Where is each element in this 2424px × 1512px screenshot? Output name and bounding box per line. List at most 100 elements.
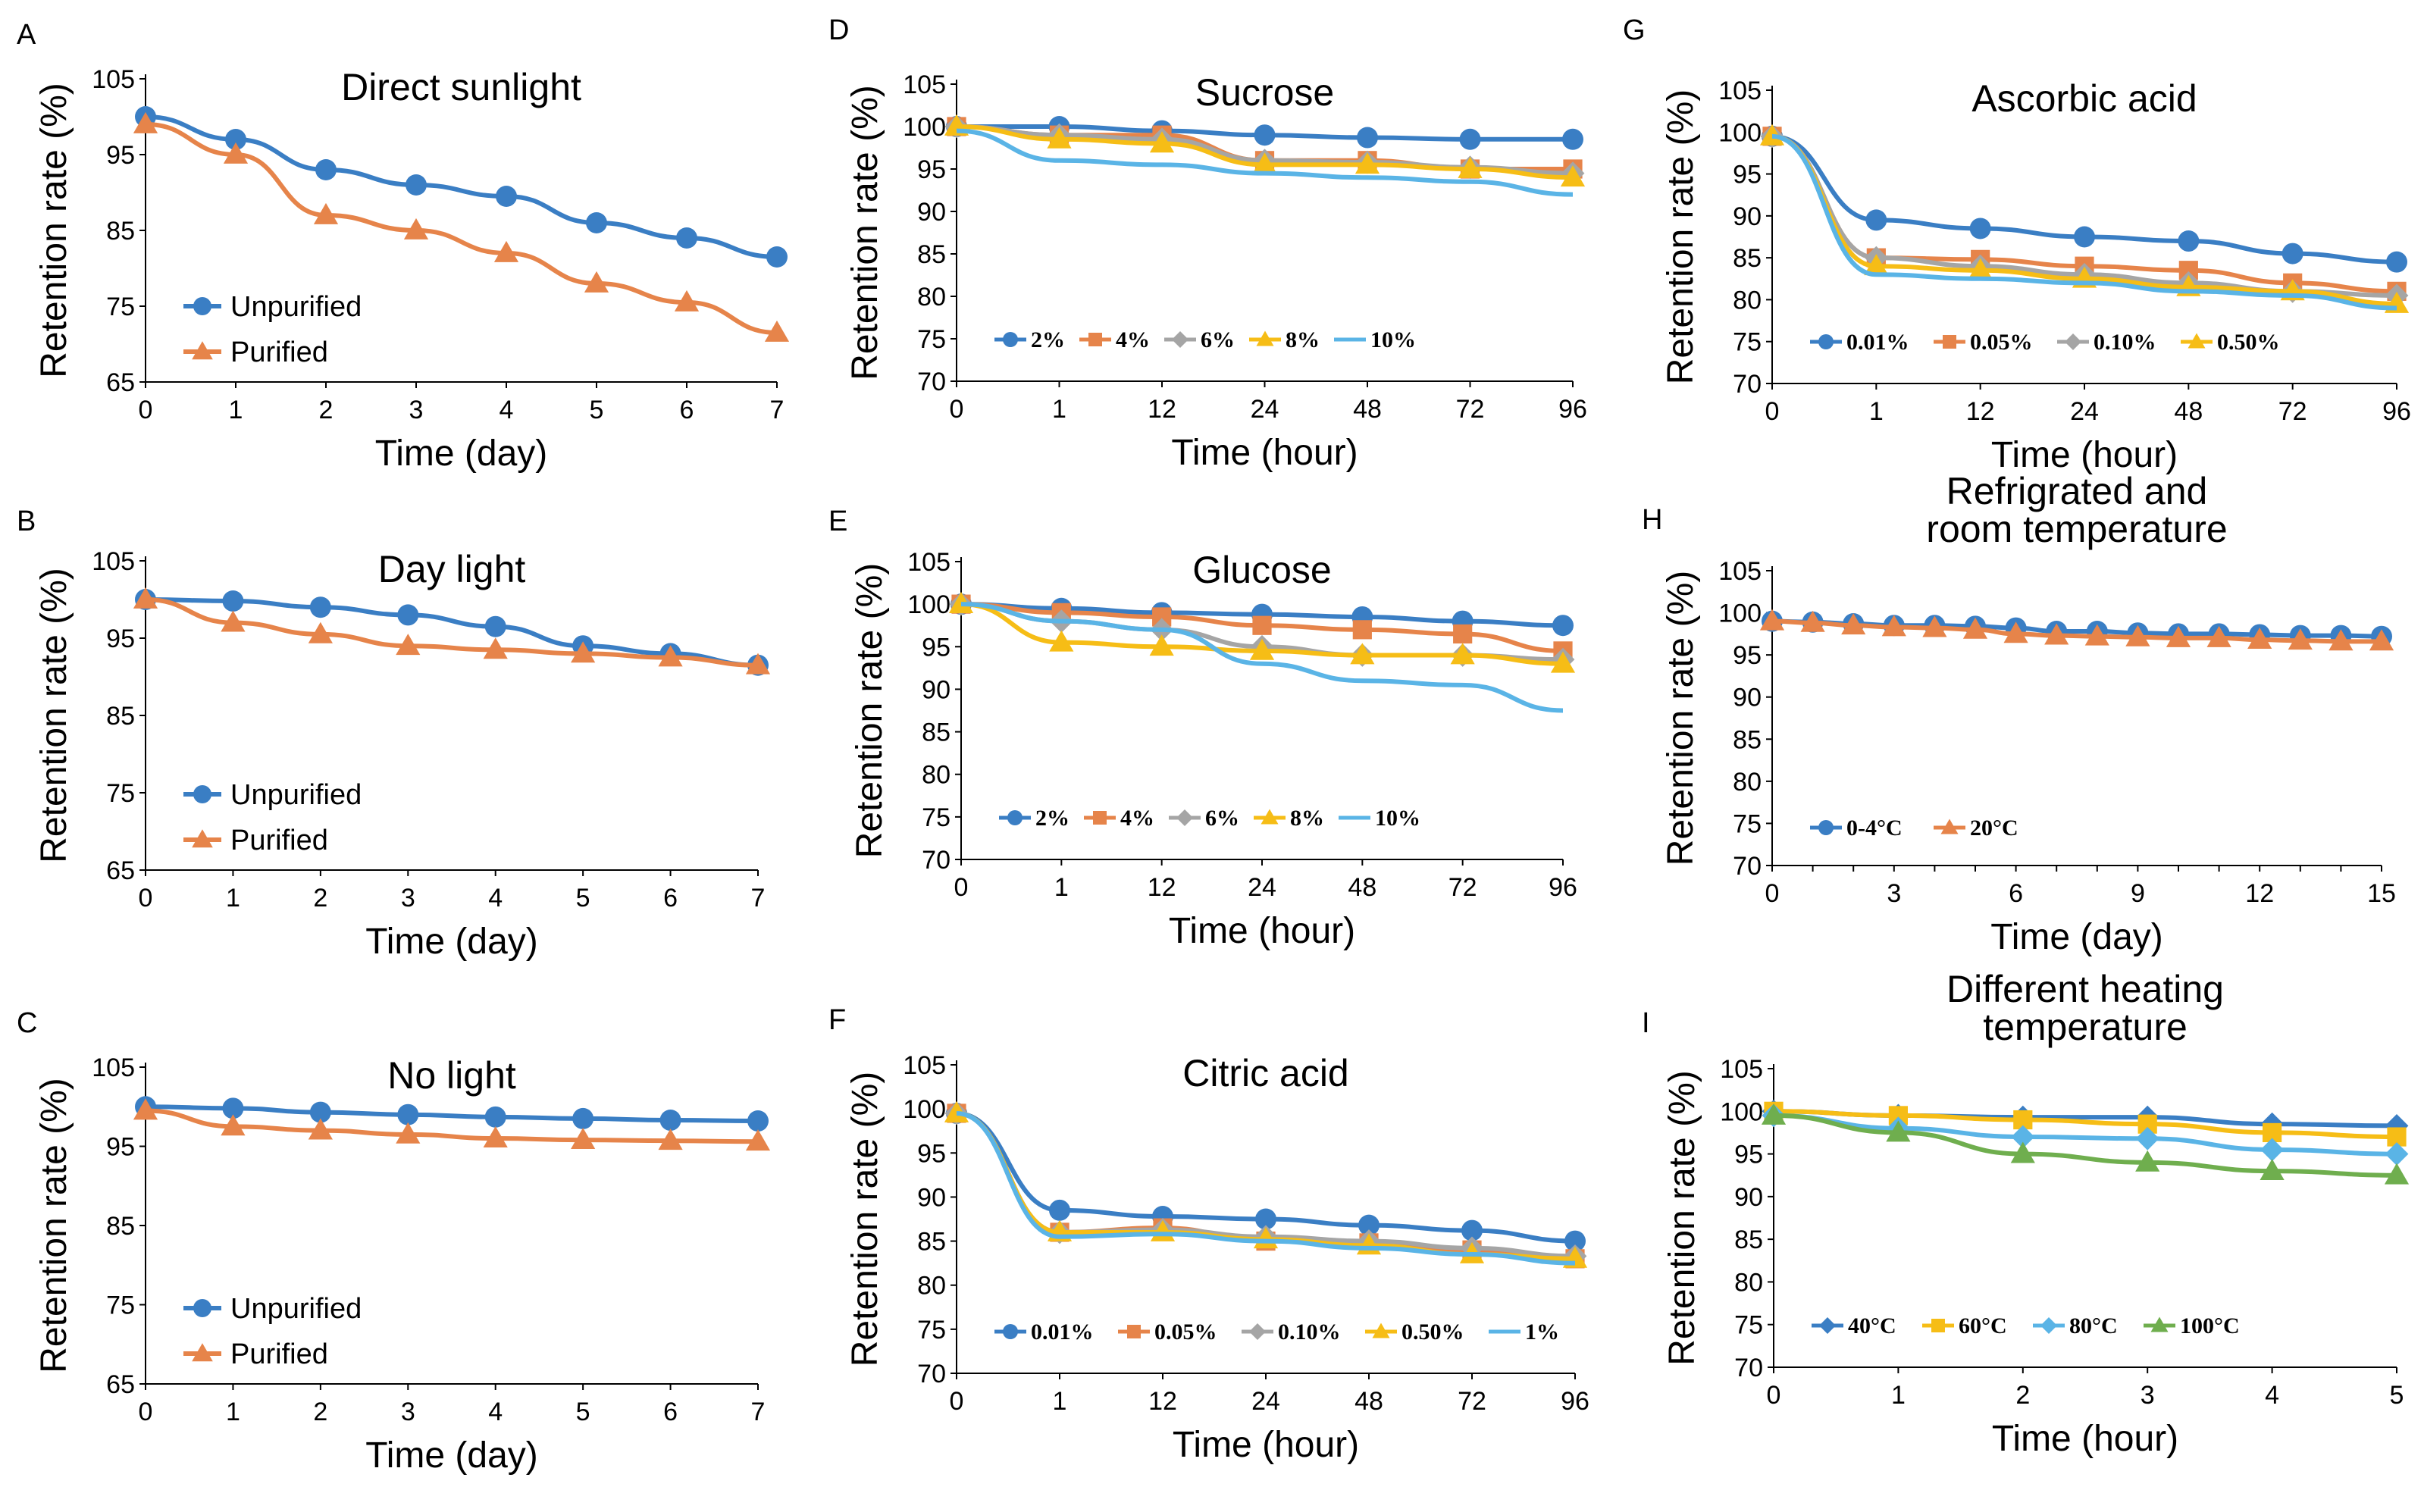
panel-letter: H bbox=[1642, 504, 1662, 536]
chart-panel-a: A 65 75 85 95 105 0 1 2 3 4 5 6 7 Time (day) Retention … bbox=[17, 19, 790, 474]
data-point bbox=[572, 1107, 594, 1129]
series-line-1% bbox=[956, 1110, 1576, 1266]
chart-title-line: Different heating bbox=[1946, 968, 2224, 1010]
panel-letter: F bbox=[828, 1004, 846, 1036]
legend-label: 6% bbox=[1205, 806, 1239, 831]
data-point bbox=[1453, 624, 1473, 644]
chart-title-line: room temperature bbox=[1926, 508, 2227, 550]
y-tick-label: 70 bbox=[917, 1360, 946, 1388]
series-line-unlabeled bbox=[1771, 133, 2397, 311]
data-point bbox=[1450, 643, 1475, 665]
data-point bbox=[764, 320, 790, 342]
x-tick-label: 48 bbox=[1354, 1387, 1383, 1416]
data-point bbox=[1149, 131, 1175, 153]
legend-marker bbox=[2188, 333, 2206, 349]
x-tick-label: 9 bbox=[2131, 879, 2145, 908]
legend-marker bbox=[1249, 1323, 1266, 1340]
data-point bbox=[133, 587, 158, 609]
data-point bbox=[222, 1097, 244, 1119]
y-tick-label: 75 bbox=[1733, 328, 1762, 357]
data-point bbox=[1865, 209, 1887, 231]
data-point bbox=[745, 653, 771, 675]
data-point bbox=[2328, 629, 2354, 651]
data-point bbox=[1564, 1230, 1586, 1252]
legend-label: 0.10% bbox=[2094, 330, 2156, 355]
data-point bbox=[2135, 1126, 2159, 1150]
legend-marker bbox=[2065, 333, 2081, 350]
legend-label: 2% bbox=[1031, 327, 1065, 352]
data-point bbox=[584, 271, 609, 293]
chart-panel-e: E 70 75 80 85 90 95 100 105 0 1 12 24 48 72 96 Time (hou… bbox=[828, 506, 1577, 951]
legend-label: 0.05% bbox=[1154, 1319, 1217, 1345]
data-point bbox=[308, 621, 333, 643]
data-point bbox=[1255, 1208, 1276, 1230]
legend-label: 20°C bbox=[1970, 815, 2018, 841]
data-point bbox=[1461, 1219, 1483, 1241]
x-tick-label: 12 bbox=[1148, 1387, 1177, 1416]
x-tick-label: 7 bbox=[751, 1398, 766, 1426]
legend-label: 0.10% bbox=[1278, 1319, 1341, 1345]
y-tick-label: 80 bbox=[917, 283, 946, 311]
panel-letter: B bbox=[17, 506, 36, 537]
data-point bbox=[659, 1110, 681, 1132]
x-tick-label: 4 bbox=[2265, 1381, 2279, 1410]
data-point bbox=[1458, 156, 1483, 178]
data-point bbox=[1962, 617, 1988, 639]
y-tick-label: 90 bbox=[1734, 1183, 1763, 1212]
y-tick-label: 95 bbox=[106, 1133, 135, 1162]
x-tick-label: 0 bbox=[1767, 1381, 1781, 1410]
x-tick-label: 0 bbox=[1765, 397, 1780, 426]
y-tick-label: 100 bbox=[1718, 118, 1762, 147]
x-tick-label: 96 bbox=[1561, 1387, 1589, 1416]
y-tick-label: 80 bbox=[922, 761, 950, 790]
legend-label: 0.05% bbox=[1970, 330, 2033, 355]
x-tick-label: 24 bbox=[2070, 397, 2099, 426]
y-tick-label: 80 bbox=[1733, 286, 1762, 315]
data-point bbox=[493, 240, 519, 262]
legend-marker bbox=[1256, 330, 1274, 346]
legend-marker bbox=[1003, 332, 1018, 347]
x-tick-label: 1 bbox=[1891, 1381, 1906, 1410]
y-tick-label: 105 bbox=[903, 1051, 946, 1080]
legend-marker bbox=[1818, 820, 1834, 835]
x-tick-label: 2 bbox=[2015, 1381, 2030, 1410]
x-tick-label: 72 bbox=[2278, 397, 2307, 426]
x-tick-label: 0 bbox=[950, 395, 964, 424]
legend-marker bbox=[1819, 1317, 1836, 1334]
data-point bbox=[1252, 152, 1277, 174]
legend-marker bbox=[193, 785, 211, 803]
legend-label: 10% bbox=[1375, 806, 1420, 831]
data-point bbox=[2384, 1163, 2410, 1185]
y-tick-label: 80 bbox=[1733, 768, 1762, 797]
data-point bbox=[483, 1125, 508, 1147]
chart-panel-h: H 70 75 80 85 90 95 100 105 0 3 6 9 12 15 Time (day) Ret… bbox=[1642, 470, 2396, 957]
x-tick-label: 7 bbox=[770, 396, 785, 424]
data-point bbox=[406, 174, 427, 196]
legend-label: 2% bbox=[1035, 806, 1070, 831]
y-tick-label: 100 bbox=[903, 113, 946, 142]
data-point bbox=[221, 1114, 246, 1136]
data-point bbox=[1562, 128, 1583, 150]
y-tick-label: 70 bbox=[917, 368, 946, 396]
x-tick-label: 6 bbox=[680, 396, 694, 424]
data-point bbox=[397, 604, 419, 626]
data-point bbox=[1249, 638, 1275, 660]
data-point bbox=[1254, 124, 1276, 146]
x-tick-label: 0 bbox=[1765, 879, 1780, 908]
y-tick-label: 95 bbox=[106, 625, 135, 653]
data-point bbox=[1800, 610, 1825, 632]
data-point bbox=[745, 1129, 771, 1151]
x-tick-label: 3 bbox=[401, 884, 415, 913]
y-tick-label: 95 bbox=[1733, 161, 1762, 189]
data-point bbox=[308, 1118, 333, 1140]
panel-letter: I bbox=[1642, 1007, 1650, 1039]
panel-letter: D bbox=[828, 14, 849, 46]
data-point bbox=[2206, 625, 2231, 647]
legend-label: Purified bbox=[230, 1338, 328, 1370]
data-point bbox=[309, 1101, 331, 1123]
y-tick-label: 90 bbox=[922, 675, 950, 704]
data-point bbox=[1049, 1199, 1070, 1221]
x-tick-label: 48 bbox=[1353, 395, 1382, 424]
x-axis-label: Time (day) bbox=[1990, 917, 2163, 957]
